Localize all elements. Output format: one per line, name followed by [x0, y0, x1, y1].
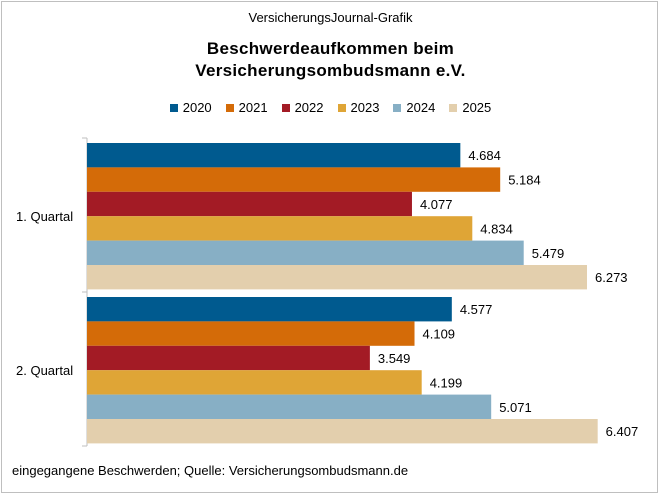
- legend-item-2024: 2024: [393, 100, 435, 115]
- chart-title-line-2: Versicherungsombudsmann e.V.: [195, 61, 466, 80]
- bar-2024-1: [87, 240, 524, 265]
- data-label: 4.684: [468, 148, 501, 163]
- bar-2020-2: [87, 297, 452, 322]
- data-label: 6.273: [595, 270, 628, 285]
- category-label: 2. Quartal: [16, 363, 73, 378]
- data-label: 4.199: [430, 375, 463, 390]
- bar-2025-2: [87, 419, 598, 444]
- legend-swatch: [449, 103, 458, 112]
- bar-2022-2: [87, 345, 370, 371]
- legend: 2020 2021 2022 2023 2024 2025: [0, 100, 661, 115]
- data-label: 5.071: [499, 400, 532, 415]
- source-label: VersicherungsJournal-Grafik: [248, 10, 413, 25]
- legend-label: 2025: [462, 100, 492, 115]
- data-label: 4.834: [480, 221, 513, 236]
- data-label: 3.549: [378, 351, 411, 366]
- data-label: 6.407: [606, 424, 639, 439]
- bar-2023-1: [87, 216, 473, 241]
- footnote: eingegangene Beschwerden; Quelle: Versic…: [12, 463, 409, 478]
- legend-item-2025: 2025: [449, 100, 491, 115]
- legend-item-2023: 2023: [337, 100, 380, 115]
- legend-item-2021: 2021: [225, 100, 268, 115]
- category-label: 1. Quartal: [16, 209, 73, 224]
- legend-label: 2022: [294, 100, 324, 115]
- bar-2020-1: [87, 143, 461, 168]
- legend-swatch: [281, 103, 290, 112]
- data-label: 4.109: [423, 327, 456, 342]
- data-label: 4.577: [460, 302, 493, 317]
- bar-2023-2: [87, 370, 422, 395]
- bar-2021-1: [87, 167, 501, 192]
- legend-item-2022: 2022: [281, 100, 324, 115]
- legend-label: 2021: [238, 100, 268, 115]
- legend-swatch: [393, 103, 402, 112]
- legend-swatch: [337, 103, 346, 112]
- bar-2021-2: [87, 321, 415, 346]
- bar-2025-1: [87, 265, 587, 290]
- data-label: 5.184: [508, 173, 541, 188]
- data-label: 5.479: [532, 246, 565, 261]
- chart-title-line-1: Beschwerdeaufkommen beim: [206, 39, 455, 58]
- legend-label: 2020: [182, 100, 212, 115]
- legend-item-2020: 2020: [169, 100, 212, 115]
- bar-2024-2: [87, 394, 492, 419]
- legend-swatch: [169, 103, 178, 112]
- bar-2022-1: [87, 191, 412, 217]
- legend-label: 2023: [350, 100, 380, 115]
- legend-label: 2024: [406, 100, 436, 115]
- data-label: 4.077: [420, 197, 453, 212]
- chart-title: Beschwerdeaufkommen beim Versicherungsom…: [0, 38, 661, 82]
- legend-swatch: [225, 103, 234, 112]
